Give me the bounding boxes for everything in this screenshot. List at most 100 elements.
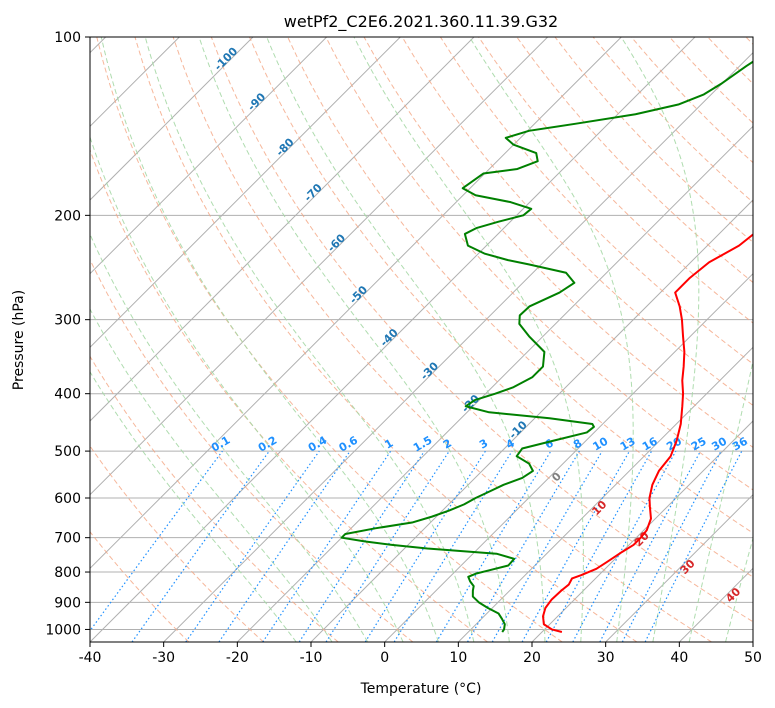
y-tick-label: 400 — [54, 387, 81, 403]
dry-adiabat-label: -70 — [302, 181, 325, 204]
mixing-ratio-line — [185, 450, 320, 642]
dry-adiabat-line — [90, 148, 488, 642]
x-tick-label: 0 — [380, 650, 389, 666]
moist-adiabat-line — [353, 37, 584, 642]
x-axis-label: Temperature (°C) — [360, 681, 482, 697]
isotherm-line — [90, 37, 696, 642]
dry-adiabat-line — [96, 37, 563, 642]
isotherm-line — [678, 567, 753, 642]
isotherm-line — [310, 199, 753, 642]
mixing-ratio-line — [325, 450, 450, 642]
x-tick-label: -20 — [226, 650, 249, 666]
moist-adiabat-line — [266, 37, 546, 642]
mixing-ratio-label: 1 — [382, 437, 395, 452]
dry-adiabat-label: -50 — [347, 283, 370, 306]
mixing-ratio-line — [218, 450, 351, 642]
isotherm-line — [90, 37, 475, 422]
isotherm-line — [90, 37, 254, 201]
dry-adiabat-line — [363, 37, 753, 448]
y-tick-label: 500 — [54, 444, 81, 460]
x-tick-label: 50 — [744, 650, 762, 666]
mixing-ratio-label: 6 — [543, 436, 556, 451]
mixing-ratio-line — [521, 450, 631, 642]
x-tick-label: 20 — [523, 650, 541, 666]
axis-ticks: -40 -30 -20 -10 0 10 20 30 40 5010020030040050060… — [45, 30, 762, 666]
moist-adiabat-line — [144, 37, 475, 642]
dry-adiabat-line — [516, 37, 753, 284]
dry-adiabat-label: -80 — [273, 135, 296, 158]
mixing-ratio-line — [364, 450, 486, 642]
x-tick-label: -10 — [300, 650, 323, 666]
dry-adiabat-line — [249, 37, 753, 578]
moist-adiabat-line — [688, 358, 753, 642]
dry-adiabat-line — [745, 37, 753, 45]
dry-adiabat-line — [90, 445, 264, 642]
mixing-ratio-line — [599, 450, 702, 642]
dry-adiabat-line — [90, 531, 190, 642]
dry-adiabat-line — [325, 37, 753, 491]
y-tick-label: 300 — [54, 313, 81, 329]
y-tick-label: 100 — [54, 30, 81, 46]
dry-adiabat-line — [439, 37, 753, 365]
isotherm-line — [90, 37, 328, 275]
dry-adiabat-line — [707, 37, 753, 85]
mixing-ratio-line — [131, 450, 270, 642]
y-tick-label: 600 — [54, 491, 81, 507]
moist-adiabat-label: 30 — [678, 557, 698, 577]
moist-adiabat-line — [90, 135, 404, 642]
moist-adiabat-line — [100, 37, 439, 642]
x-tick-label: -30 — [152, 650, 175, 666]
moist-adiabat-label: 0 — [549, 470, 564, 485]
dry-adiabat-line — [554, 37, 753, 243]
temperature-profile-line — [542, 233, 753, 633]
dry-adiabat-label: -40 — [378, 326, 401, 349]
plot-frame — [89, 36, 754, 643]
moist-adiabat-line — [90, 308, 333, 642]
y-axis-label: Pressure (hPa) — [11, 290, 27, 390]
isotherm-line — [236, 125, 753, 642]
isotherm-line — [163, 51, 753, 642]
isotherm-line — [752, 641, 753, 642]
y-tick-label: 1000 — [45, 622, 81, 638]
x-tick-label: 40 — [670, 650, 688, 666]
dry-adiabat-line — [669, 37, 753, 124]
dry-adiabat-label: -60 — [325, 231, 348, 254]
y-tick-label: 700 — [54, 531, 81, 547]
mixing-ratio-label: 2 — [441, 437, 454, 452]
mixing-ratio-label: 3 — [477, 437, 490, 452]
mixing-ratio-line — [298, 450, 425, 642]
background-lines — [90, 37, 753, 642]
y-tick-label: 900 — [54, 595, 81, 611]
dry-adiabat-line — [90, 258, 414, 642]
mixing-ratio-line — [644, 450, 743, 642]
isotherm-line — [90, 37, 401, 349]
moist-adiabat-label: 20 — [632, 529, 652, 549]
y-tick-label: 800 — [54, 565, 81, 581]
dry-adiabat-line — [210, 37, 753, 623]
x-tick-label: 10 — [449, 650, 467, 666]
isotherm-line — [457, 346, 753, 642]
moist-adiabat-line — [198, 37, 510, 642]
moist-adiabat-line — [90, 233, 369, 642]
dry-adiabat-line — [401, 37, 753, 406]
profiles — [340, 60, 753, 633]
mixing-ratio-line — [572, 450, 677, 642]
isotherm-line — [90, 37, 622, 570]
mixing-ratio-line — [435, 450, 552, 642]
isotherm-line — [90, 37, 549, 496]
chart-title: wetPf2_C2E6.2021.360.11.39.G32 — [284, 12, 558, 32]
x-tick-label: 30 — [597, 650, 615, 666]
moist-adiabat-line — [620, 37, 700, 642]
isotherm-line — [531, 420, 753, 642]
dry-adiabat-label: -90 — [245, 90, 268, 113]
x-tick-label: -40 — [79, 650, 102, 666]
dry-adiabat-line — [134, 37, 638, 642]
mixing-ratio-line — [90, 450, 223, 632]
isotherm-line — [384, 272, 753, 642]
mixing-ratio-line — [262, 450, 392, 642]
mixing-ratio-line — [545, 450, 653, 642]
isotherm-line — [605, 493, 753, 642]
dewpoint-profile-line — [340, 60, 753, 633]
y-tick-label: 200 — [54, 208, 81, 224]
